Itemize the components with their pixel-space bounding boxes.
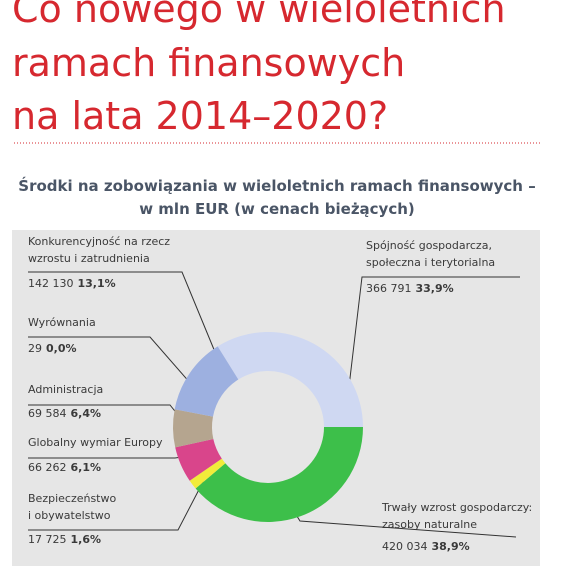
page-title: na lata 2014–2020? <box>12 94 388 138</box>
value-share: 0,0% <box>46 342 77 355</box>
value-share: 6,4% <box>71 407 102 420</box>
chart-title: Środki na zobowiązania w wieloletnich ra… <box>18 176 535 195</box>
category-label: Wyrównania <box>28 316 96 329</box>
value-share: 38,9% <box>432 540 470 553</box>
value-share: 1,6% <box>71 533 102 546</box>
value-amount: 420 034 <box>382 540 428 553</box>
value-label: 142 130 13,1% <box>28 277 116 290</box>
value-label: 66 262 6,1% <box>28 461 101 474</box>
value-amount: 17 725 <box>28 533 67 546</box>
value-label: 366 791 33,9% <box>366 282 454 295</box>
donut-segment <box>174 409 213 417</box>
category-label: Trwały wzrost gospodarczy: <box>381 501 532 514</box>
donut-segment <box>175 439 222 481</box>
donut-segment <box>174 346 239 417</box>
value-label: 69 584 6,4% <box>28 407 101 420</box>
value-share: 33,9% <box>416 282 454 295</box>
leader-line <box>347 276 520 396</box>
category-label: Spójność gospodarcza, <box>366 239 492 252</box>
donut-segment <box>195 426 363 523</box>
value-amount: 69 584 <box>28 407 67 420</box>
category-label: i obywatelstwo <box>28 509 111 522</box>
value-amount: 142 130 <box>28 277 74 290</box>
leader-line <box>28 477 206 531</box>
category-label: Konkurencyjność na rzecz <box>28 235 170 248</box>
value-share: 13,1% <box>78 277 116 290</box>
donut-segment <box>189 458 226 489</box>
donut-segment <box>173 409 214 448</box>
value-amount: 366 791 <box>366 282 412 295</box>
value-amount: 29 <box>28 342 42 355</box>
value-label: 420 034 38,9% <box>382 540 470 553</box>
category-label: Globalny wymiar Europy <box>28 436 163 449</box>
page-title: ramach finansowych <box>12 41 405 85</box>
value-amount: 66 262 <box>28 461 67 474</box>
value-label: 17 725 1,6% <box>28 533 101 546</box>
page-title: Co nowego w wieloletnich <box>12 0 506 31</box>
category-label: wzrostu i zatrudnienia <box>28 252 150 265</box>
leader-line <box>28 271 216 353</box>
category-label: Administracja <box>28 383 103 396</box>
value-label: 29 0,0% <box>28 342 77 355</box>
category-label: Bezpieczeństwo <box>28 492 116 505</box>
donut-segment <box>217 331 363 427</box>
category-label: zasoby naturalne <box>382 518 477 531</box>
chart-title: w mln EUR (w cenach bieżących) <box>139 200 415 218</box>
value-share: 6,1% <box>71 461 102 474</box>
category-label: społeczna i terytorialna <box>366 256 495 269</box>
